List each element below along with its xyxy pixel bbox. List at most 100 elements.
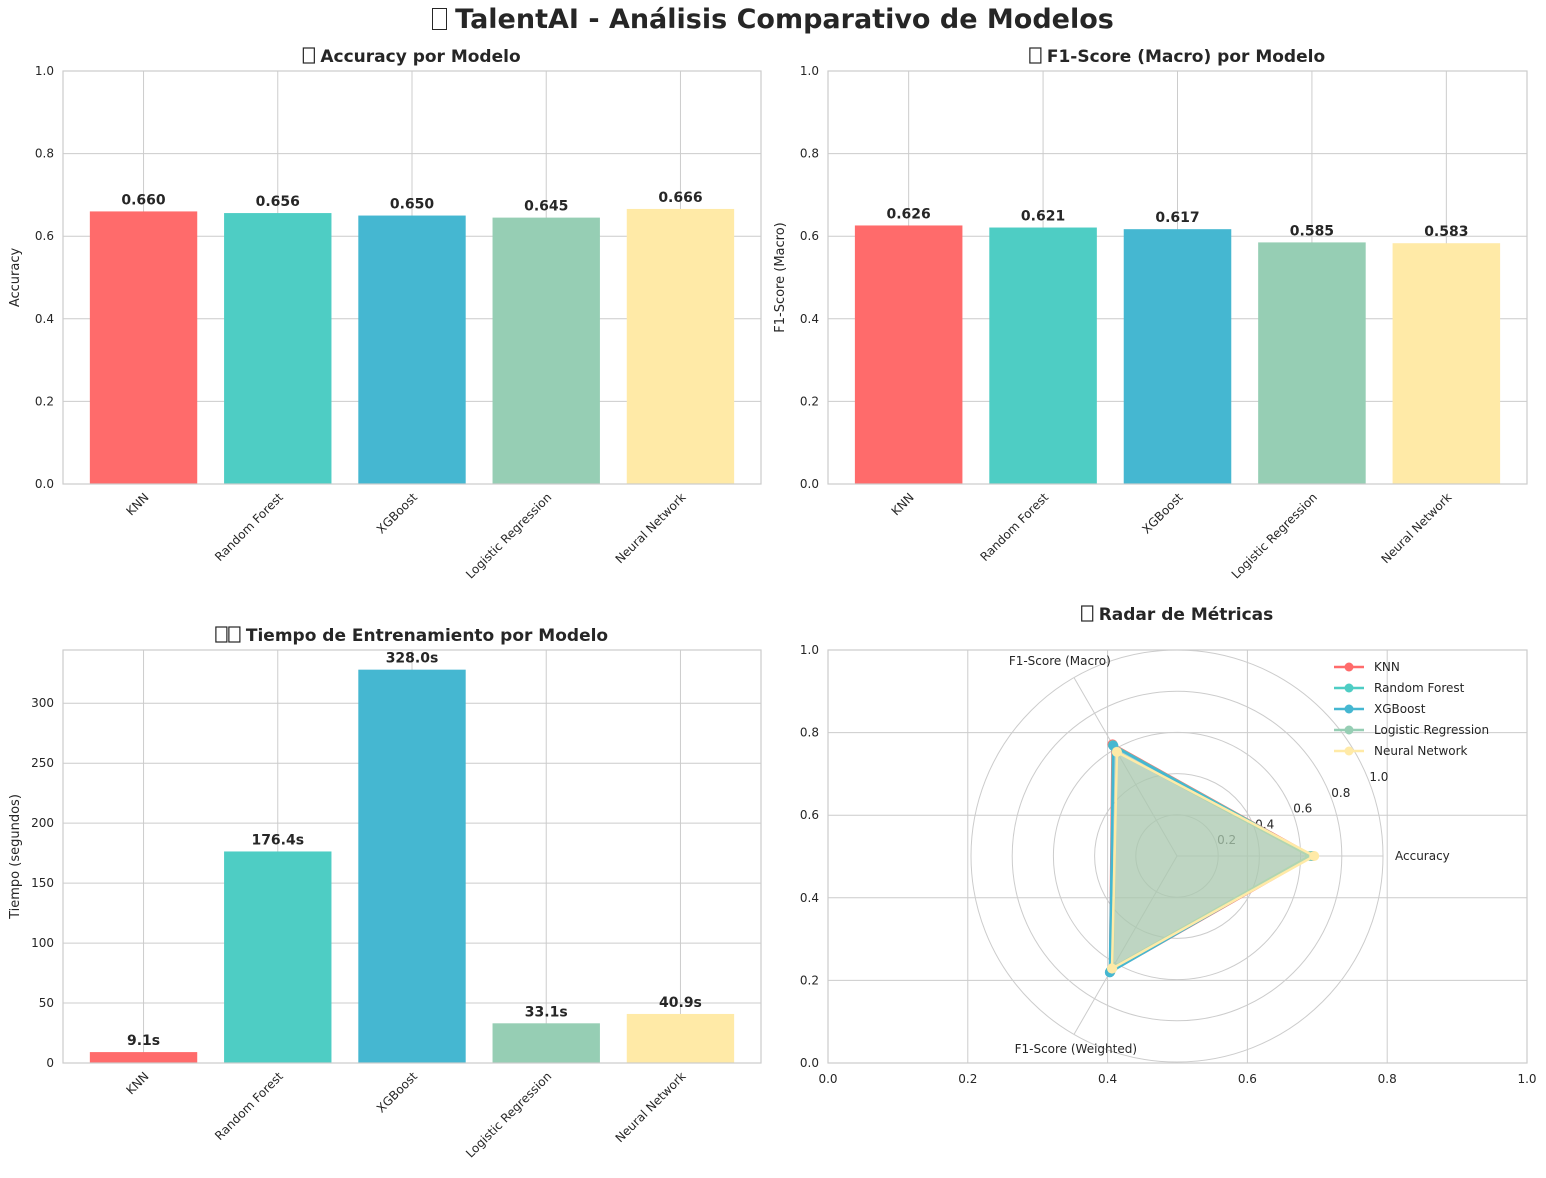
angular-gridline [1073,855,1178,1035]
bar-value-label: 328.0s [386,651,439,667]
training-time-bar-chart: 0 50 100 150 200 250 300 9.1s KNN 176.4s Random Fo… [8,626,762,1161]
bar [224,213,332,484]
bar-value-label: 33.1s [525,1004,568,1020]
bar-value-label: 0.660 [121,192,166,208]
x-tick-label: Logistic Regression [463,1069,554,1160]
x-tick-label: XGBoost [374,1069,420,1115]
y-tick-label: 150 [31,876,54,890]
legend-marker [1344,662,1354,672]
bar [358,669,466,1063]
radar-point [1309,851,1320,861]
bar-value-label: 0.645 [524,199,568,215]
bar [89,1052,198,1063]
radar-point [1111,746,1122,757]
radar-axis-label: F1-Score (Weighted) [1015,1042,1137,1056]
radar-axis-label: F1-Score (Macro) [1009,654,1111,668]
panel-title: Tiempo de Entrenamiento por Modelo [246,626,608,646]
bar-value-label: 0.650 [390,197,435,213]
panel-title: Radar de Métricas [1099,605,1274,625]
y-tick-label: 0.2 [800,973,819,987]
bar [89,211,198,485]
x-tick-label: KNN [123,490,151,518]
x-tick-label: Random Forest [212,1069,286,1143]
y-tick-label: 100 [31,936,54,950]
panel-title: Accuracy por Modelo [320,47,520,67]
missing-glyph-icon [228,626,241,643]
y-tick-label: 0.6 [800,808,819,822]
legend-marker [1344,725,1354,735]
angular-gridline [1073,677,1178,857]
y-tick-label: 1.0 [800,64,819,78]
missing-glyph-icon [1029,47,1042,64]
bar [358,215,466,485]
bar-value-label: 0.656 [256,194,300,210]
bar [854,225,963,484]
x-tick-label: 0.4 [1098,1072,1117,1086]
accuracy-bar-chart: 0.0 0.2 0.4 0.6 0.8 1.0 0.660 KNN 0.656 Random Fo… [8,47,762,582]
figure-title: TalentAI - Análisis Comparativo de Model… [0,4,1546,35]
axes-frame [62,649,762,1064]
radial-tick-label: 0.8 [1331,786,1350,800]
x-tick-label: KNN [889,490,917,518]
missing-glyph-icon [302,47,315,64]
axes-frame [62,70,762,485]
x-tick-label: 0.6 [1238,1072,1257,1086]
y-tick-label: 0.4 [35,312,54,326]
bar [492,217,600,485]
radar-axis-label: Accuracy [1395,849,1450,863]
radar-series-area [1110,750,1316,970]
radar-point [1107,963,1118,974]
axes-frame [827,70,1528,485]
bar [626,1013,735,1063]
bar [1392,243,1501,484]
legend-label: XGBoost [1374,702,1426,716]
y-tick-label: 300 [31,696,54,710]
y-tick-label: 1.0 [35,64,54,78]
y-tick-label: 0.4 [800,312,819,326]
bar [989,227,1097,485]
y-axis-label: F1-Score (Macro) [773,222,788,332]
y-tick-label: 0.6 [800,229,819,243]
missing-glyph-icon [1081,605,1094,622]
x-tick-label: XGBoost [374,490,420,536]
bar [626,208,735,484]
legend-label: KNN [1374,660,1400,674]
bar [492,1023,600,1063]
x-tick-label: Neural Network [613,490,689,566]
y-axis-label: Tiempo (segundos) [8,794,23,920]
bar [1258,242,1366,484]
x-tick-label: 1.0 [1517,1072,1536,1086]
bar-value-label: 40.9s [659,995,702,1011]
legend-marker [1344,683,1354,693]
y-tick-label: 0.6 [35,229,54,243]
x-tick-label: Random Forest [212,490,286,564]
y-tick-label: 1.0 [800,643,819,657]
y-tick-label: 200 [31,816,54,830]
legend-label: Neural Network [1374,744,1468,758]
x-tick-label: 0.8 [1378,1072,1397,1086]
bar-value-label: 0.621 [1021,209,1065,225]
missing-glyph-icon [432,8,448,30]
y-tick-label: 0.0 [800,477,819,491]
x-tick-label: Logistic Regression [1229,490,1320,581]
x-tick-label: 0.0 [818,1072,837,1086]
panel-title: F1-Score (Macro) por Modelo [1047,47,1325,67]
y-tick-label: 50 [39,996,54,1010]
y-tick-label: 0.8 [35,147,54,161]
y-tick-label: 0.4 [800,891,819,905]
legend-marker [1344,746,1354,756]
figure-title-text: TalentAI - Análisis Comparativo de Model… [455,4,1114,35]
bar [1123,229,1232,484]
y-tick-label: 0.8 [800,726,819,740]
metrics-radar-chart: 0.0 0.0 0.2 0.2 0.4 0.4 0.6 0.6 0.8 0.8 1.0 1.0 0.2 0… [800,605,1537,1086]
bar-value-label: 176.4s [251,832,304,848]
missing-glyph-icon [215,626,228,643]
bar-value-label: 0.617 [1155,210,1199,226]
x-tick-label: Neural Network [1378,490,1454,566]
bar-value-label: 0.666 [658,190,702,206]
legend-label: Random Forest [1374,681,1465,695]
y-axis-label: Accuracy [8,248,23,308]
y-tick-label: 0.8 [800,147,819,161]
legend-label: Logistic Regression [1374,723,1489,737]
